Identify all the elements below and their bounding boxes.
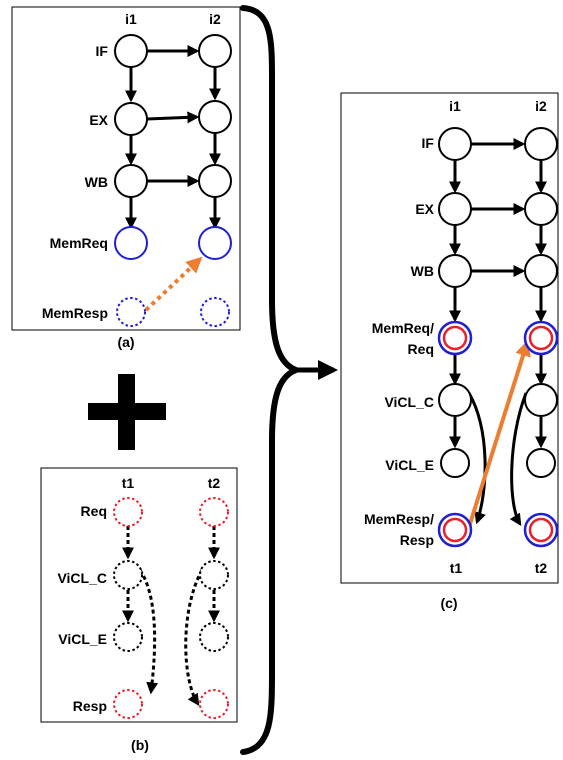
panel-c-col-i1: i1 bbox=[449, 98, 461, 114]
node-c-i1-ex bbox=[438, 192, 472, 226]
panel-b-col-t1: t1 bbox=[122, 475, 135, 491]
node-b-t2-vicl-c bbox=[199, 560, 229, 590]
node-a-i2-wb bbox=[198, 164, 232, 198]
node-b-t1-resp bbox=[113, 689, 143, 719]
node-c-i1-wb bbox=[438, 254, 472, 288]
node-c-i1-if bbox=[438, 127, 472, 161]
panel-a-row-memreq: MemReq bbox=[50, 235, 108, 251]
panel-c-caption: (c) bbox=[440, 595, 457, 611]
edge-c-memresp-memreq bbox=[467, 339, 531, 528]
panel-b-row-req: Req bbox=[81, 503, 107, 519]
edge-c-i2-c-resp bbox=[509, 392, 528, 527]
node-c-i2-vicl-e bbox=[526, 448, 556, 478]
node-b-t1-vicl-c bbox=[113, 560, 143, 590]
panel-c-col-t1: t1 bbox=[450, 560, 463, 576]
node-c-i2-memresp bbox=[523, 512, 559, 548]
node-b-t1-vicl-e bbox=[113, 622, 143, 652]
panel-c-row-memresp: MemResp/ bbox=[364, 511, 434, 527]
panel-a-row-ex: EX bbox=[89, 112, 108, 128]
panel-c-row-memreq: MemReq/ bbox=[372, 320, 434, 336]
node-c-i1-memreq bbox=[437, 320, 473, 356]
edge-b-t2-c-resp bbox=[184, 569, 204, 706]
panel-b-row-resp: Resp bbox=[73, 698, 107, 714]
node-a-i1-memreq bbox=[114, 226, 148, 260]
panel-b-frame bbox=[40, 467, 238, 723]
panel-c: i1 i2 IF EX WB MemReq/ Req ViCL_C ViCL_E… bbox=[340, 92, 559, 611]
curly-brace bbox=[240, 5, 305, 755]
edge-c-i1-c-resp bbox=[467, 392, 487, 525]
panel-b-col-t2: t2 bbox=[208, 475, 221, 491]
node-c-i1-vicl-e bbox=[440, 448, 470, 478]
panel-c-col-t2: t2 bbox=[535, 560, 548, 576]
panel-c-row-ex: EX bbox=[415, 201, 434, 217]
node-a-i1-if bbox=[114, 34, 148, 68]
node-a-i1-ex bbox=[114, 102, 148, 136]
node-c-i2-ex bbox=[524, 192, 558, 226]
node-b-t1-req bbox=[113, 497, 143, 527]
panel-b-row-vicl-e: ViCL_E bbox=[58, 631, 107, 647]
edge-b-t1-c-resp bbox=[138, 569, 159, 695]
node-b-t2-vicl-e bbox=[199, 622, 229, 652]
node-c-i2-vicl-c bbox=[524, 383, 558, 417]
panel-c-row-resp: Resp bbox=[400, 532, 434, 548]
node-c-i2-memreq bbox=[523, 320, 559, 356]
panel-b-row-vicl-c: ViCL_C bbox=[57, 570, 107, 586]
panel-c-row-wb: WB bbox=[411, 263, 434, 279]
edge-a-ex-ex bbox=[146, 111, 200, 124]
panel-a-col-i2: i2 bbox=[209, 11, 221, 27]
node-a-i2-memreq bbox=[198, 226, 232, 260]
node-a-i2-if bbox=[198, 34, 232, 68]
node-c-i1-memresp bbox=[437, 512, 473, 548]
node-a-i2-memresp bbox=[200, 297, 230, 327]
panel-b-caption: (b) bbox=[131, 737, 149, 753]
panel-a-row-if: IF bbox=[96, 43, 109, 59]
plus-icon bbox=[88, 374, 166, 450]
panel-c-row-if: IF bbox=[422, 135, 435, 151]
panel-a-frame bbox=[11, 6, 241, 331]
node-c-i1-vicl-c bbox=[438, 383, 472, 417]
panel-c-col-i2: i2 bbox=[535, 98, 547, 114]
panel-c-row-vicl-c: ViCL_C bbox=[384, 394, 434, 410]
panel-a-row-wb: WB bbox=[85, 174, 108, 190]
edge-a-memresp-memreq bbox=[144, 256, 203, 312]
node-c-i2-if bbox=[524, 127, 558, 161]
node-b-t2-resp bbox=[199, 689, 229, 719]
node-a-i1-wb bbox=[114, 164, 148, 198]
panel-b: t1 t2 Req ViCL_C ViCL_E Resp (b) bbox=[40, 467, 238, 753]
node-a-i2-ex bbox=[198, 100, 232, 134]
node-c-i2-wb bbox=[524, 254, 558, 288]
node-a-i1-memresp bbox=[116, 297, 146, 327]
panel-a: i1 i2 IF EX WB MemReq MemResp bbox=[11, 6, 241, 350]
panel-c-row-vicl-e: ViCL_E bbox=[385, 457, 434, 473]
panel-c-row-req: Req bbox=[408, 341, 434, 357]
node-b-t2-req bbox=[199, 497, 229, 527]
panel-a-col-i1: i1 bbox=[125, 11, 137, 27]
panel-a-caption: (a) bbox=[117, 334, 134, 350]
panel-a-row-memresp: MemResp bbox=[42, 305, 108, 321]
